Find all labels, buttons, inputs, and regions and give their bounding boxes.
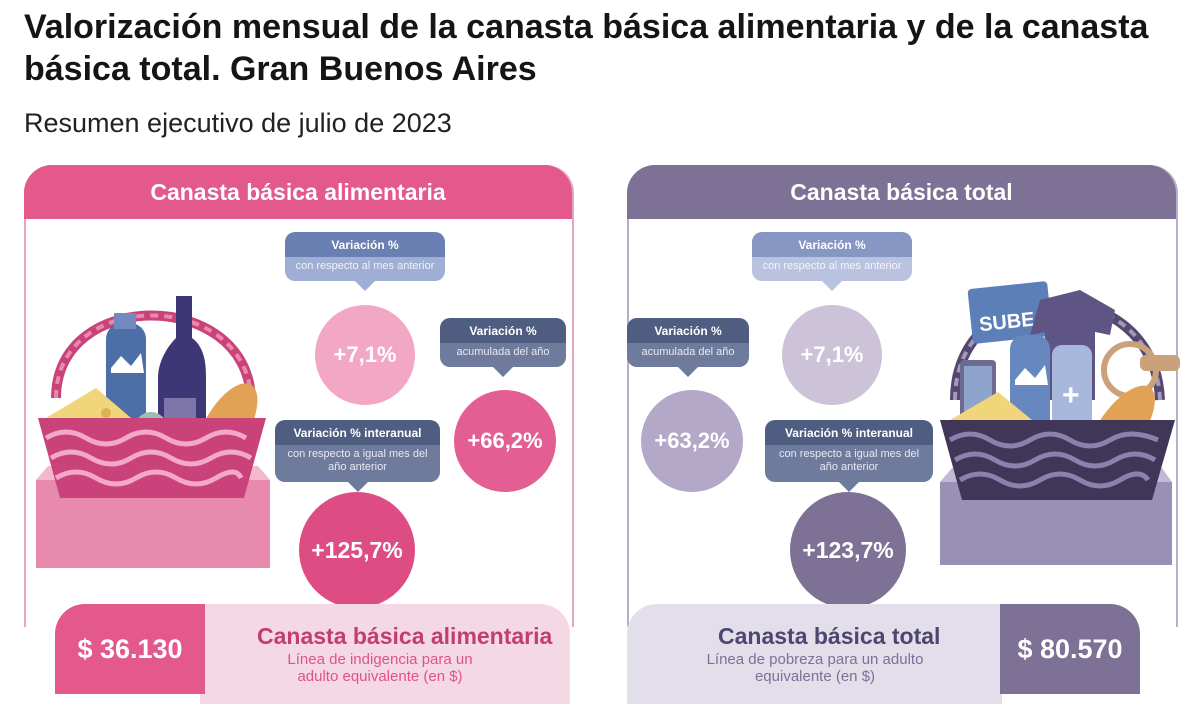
cbt-bottom-band <box>627 604 1002 704</box>
page-title: Valorización mensual de la canasta básic… <box>24 8 1149 88</box>
cba-yearly-variation-sub: con respecto a igual mes del año anterio… <box>275 445 440 482</box>
cba-cumulative-variation-label: Variación % acumulada del año <box>440 318 566 377</box>
cba-monthly-variation-value: +7,1% <box>315 305 415 405</box>
callout-tail <box>839 482 859 492</box>
cbt-cumulative-variation-title: Variación % <box>627 318 749 343</box>
cbt-bottom-subtitle: Línea de pobreza para un adulto equivale… <box>706 651 924 685</box>
page-subtitle: Resumen ejecutivo de julio de 2023 <box>24 108 452 138</box>
cba-bottom-band <box>200 604 570 704</box>
cba-panel-header: Canasta básica alimentaria <box>24 165 572 219</box>
cba-bottom-title: Canasta básica alimentaria <box>257 623 553 649</box>
cba-amount: $ 36.130 <box>55 604 205 694</box>
cba-monthly-variation-sub: con respecto al mes anterior <box>285 257 445 281</box>
cbt-yearly-variation-title: Variación % interanual <box>765 420 933 445</box>
cba-yearly-variation-value: +125,7% <box>299 492 415 608</box>
svg-text:+: + <box>1062 379 1080 412</box>
cbt-panel-header: Canasta básica total <box>627 165 1176 219</box>
cbt-monthly-variation-label: Variación % con respecto al mes anterior <box>752 232 912 291</box>
callout-tail <box>355 281 375 291</box>
cba-monthly-variation-title: Variación % <box>285 232 445 257</box>
cba-monthly-variation-label: Variación % con respecto al mes anterior <box>285 232 445 291</box>
callout-tail <box>493 367 513 377</box>
food-basket-illustration <box>36 296 270 568</box>
callout-tail <box>347 482 368 492</box>
cbt-cumulative-variation-label: Variación % acumulada del año <box>627 318 749 377</box>
cbt-yearly-variation-sub: con respecto a igual mes del año anterio… <box>765 445 933 482</box>
household-basket-illustration: SUBE + <box>940 281 1180 565</box>
cbt-yearly-variation-value: +123,7% <box>790 492 906 608</box>
cba-cumulative-variation-title: Variación % <box>440 318 566 343</box>
cbt-monthly-variation-title: Variación % <box>752 232 912 257</box>
cbt-monthly-variation-value: +7,1% <box>782 305 882 405</box>
callout-tail <box>678 367 698 377</box>
cba-cumulative-variation-value: +66,2% <box>454 390 556 492</box>
callout-tail <box>822 281 842 291</box>
cbt-amount: $ 80.570 <box>1000 604 1140 694</box>
cba-cumulative-variation-sub: acumulada del año <box>440 343 566 367</box>
cba-yearly-variation-title: Variación % interanual <box>275 420 440 445</box>
cba-bottom-subtitle: Línea de indigencia para un adulto equiv… <box>287 651 473 685</box>
cbt-bottom-title: Canasta básica total <box>718 623 941 649</box>
cbt-monthly-variation-sub: con respecto al mes anterior <box>752 257 912 281</box>
cba-yearly-variation-label: Variación % interanual con respecto a ig… <box>275 420 440 492</box>
cbt-cumulative-variation-sub: acumulada del año <box>627 343 749 367</box>
cbt-yearly-variation-label: Variación % interanual con respecto a ig… <box>765 420 933 492</box>
cbt-cumulative-variation-value: +63,2% <box>641 390 743 492</box>
